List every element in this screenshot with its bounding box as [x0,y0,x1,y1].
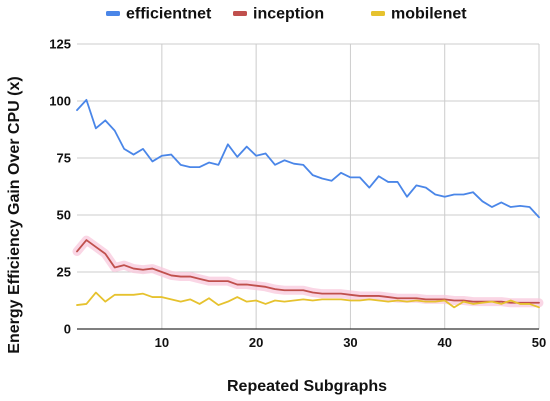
y-tick-label: 50 [57,208,71,223]
legend: efficientnet inception mobilenet [106,6,467,23]
x-tick-label: 40 [437,335,451,350]
series-lines [76,98,540,309]
x-tick-label: 10 [155,335,169,350]
series-line-efficientnet [76,98,540,219]
legend-swatch-mobilenet [371,11,385,16]
x-tick-label: 50 [532,335,546,350]
legend-swatch-efficientnet [106,11,120,16]
x-tick-label: 30 [343,335,357,350]
x-axis-title: Repeated Subgraphs [227,378,387,395]
y-tick-label: 0 [64,322,71,337]
tick-labels: 0 25 50 75 100 125 10 20 30 40 50 [49,37,546,351]
legend-label-mobilenet: mobilenet [391,6,467,23]
y-tick-label: 100 [49,94,71,109]
series-band-inception [72,235,544,308]
series-line-mobilenet [76,291,540,309]
y-tick-label: 125 [49,37,71,52]
grid [77,43,540,329]
legend-label-efficientnet: efficientnet [126,6,212,23]
series-bands [72,235,544,308]
legend-label-inception: inception [253,6,324,23]
series-line-inception [76,239,540,304]
y-tick-label: 75 [57,151,71,166]
x-tick-label: 20 [249,335,263,350]
y-axis-title: Energy Efficiency Gain Over CPU (x) [6,76,23,353]
legend-swatch-inception [233,11,247,16]
y-tick-label: 25 [57,265,71,280]
